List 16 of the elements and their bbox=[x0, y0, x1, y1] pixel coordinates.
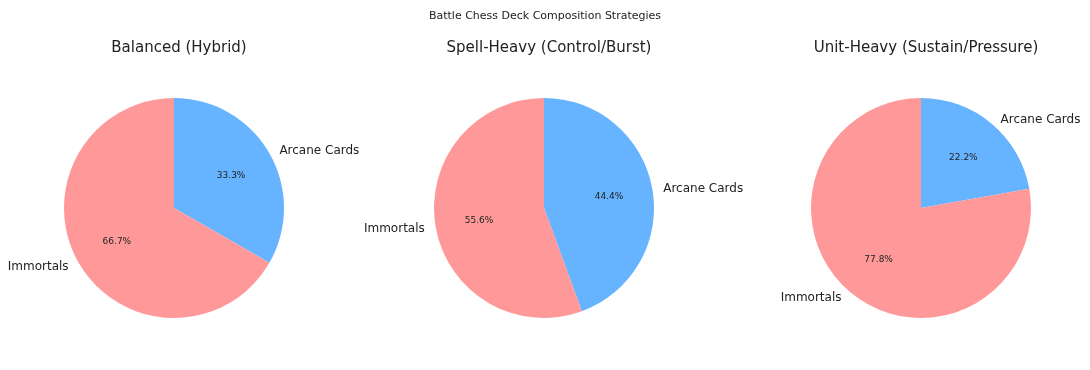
data-label: 22.2% bbox=[949, 152, 978, 163]
chart-title: Balanced (Hybrid) bbox=[111, 37, 247, 56]
text: Battle Chess Deck Composition Strategies bbox=[427, 9, 663, 22]
slice-label: Immortals bbox=[7, 259, 69, 274]
chart-title: Spell-Heavy (Control/Burst) bbox=[446, 37, 652, 56]
slice-label: Arcane Cards bbox=[279, 142, 360, 157]
data-label: 77.8% bbox=[864, 253, 893, 264]
chart-title: Unit-Heavy (Sustain/Pressure) bbox=[813, 37, 1039, 56]
slice-label: Arcane Cards bbox=[663, 180, 744, 195]
data-label: 55.6% bbox=[464, 214, 494, 225]
data-label: 33.3% bbox=[216, 169, 246, 180]
data-label: 66.7% bbox=[102, 236, 132, 247]
data-label: 44.4% bbox=[594, 191, 624, 202]
slice-label: Immortals bbox=[780, 289, 842, 304]
slice-label: Arcane Cards bbox=[1000, 112, 1081, 127]
slice-label: Immortals bbox=[363, 221, 425, 236]
